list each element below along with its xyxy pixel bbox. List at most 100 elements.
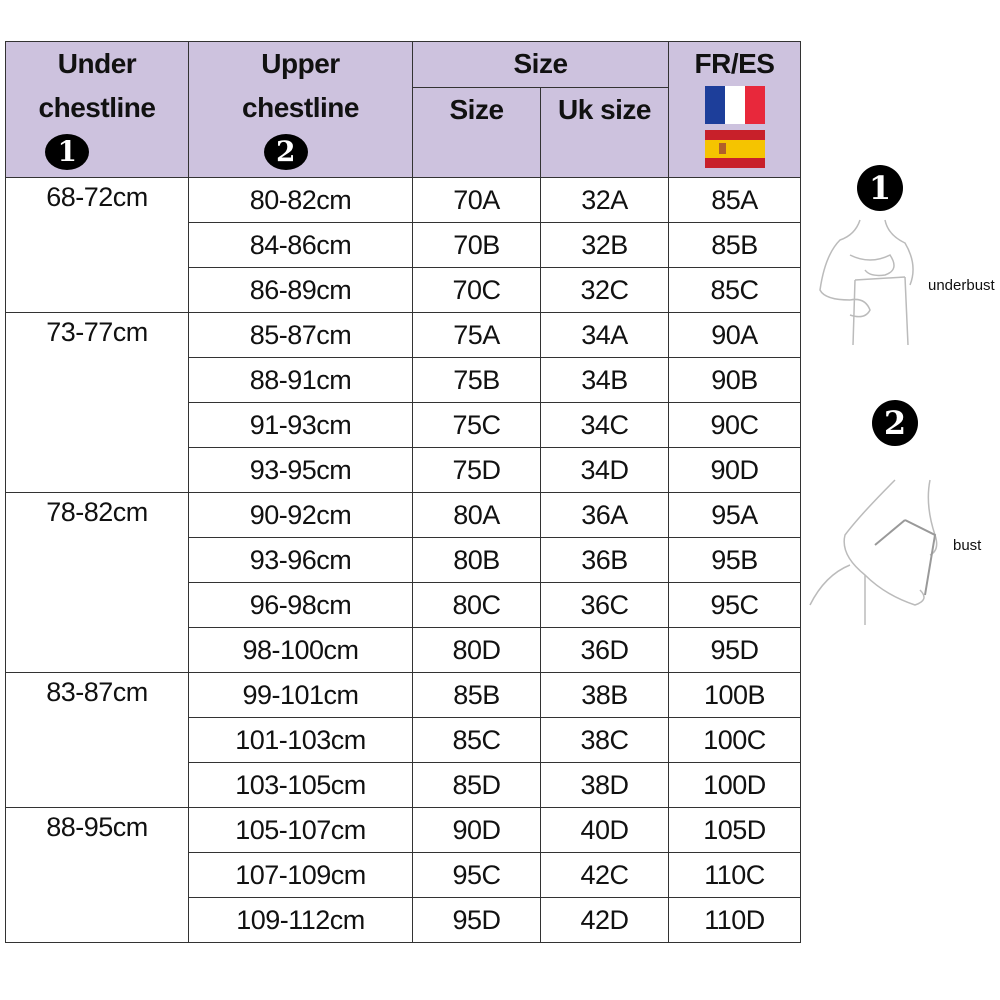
table-row: 93-96cm 80B 36B 95B	[6, 537, 801, 583]
fr-es-size-cell: 105D	[668, 807, 801, 853]
size-cell: 75A	[412, 312, 541, 358]
bust-label: bust	[953, 537, 982, 554]
fr-es-size-cell: 90D	[668, 447, 801, 493]
uk-size-cell: 42D	[540, 897, 669, 943]
size-cell: 85D	[412, 762, 541, 808]
upper-chestline-cell: 85-87cm	[188, 312, 413, 358]
table-row: 73-77cm 85-87cm 75A 34A 90A	[5, 312, 801, 493]
upper-chestline-cell: 91-93cm	[188, 402, 413, 448]
size-cell: 95D	[412, 897, 541, 943]
number-2-badge: 2	[263, 134, 308, 170]
upper-chestline-cell: 93-96cm	[188, 537, 413, 583]
uk-size-cell: 36A	[540, 492, 669, 538]
header-fr-es: FR/ES	[668, 41, 801, 178]
upper-chestline-cell: 93-95cm	[188, 447, 413, 493]
number-2-badge: 2	[872, 400, 918, 446]
upper-chestline-label: Upper chestline	[242, 48, 359, 123]
number-1-badge: 1	[45, 134, 89, 170]
bust-illustration	[809, 479, 938, 625]
number-1-badge: 1	[857, 165, 903, 211]
fr-es-size-cell: 95A	[668, 492, 801, 538]
header-under-chestline: Under chestline 1	[5, 41, 189, 178]
france-flag-icon	[704, 86, 765, 124]
uk-size-cell: 36D	[540, 627, 669, 673]
size-chart-table: Under chestline 1 Upper chestline 2 Size…	[5, 41, 801, 943]
fr-es-size-cell: 85C	[668, 267, 801, 313]
upper-chestline-cell: 101-103cm	[188, 717, 413, 763]
uk-size-cell: 36C	[540, 582, 669, 628]
upper-chestline-cell: 84-86cm	[188, 222, 413, 268]
header-size: Size	[412, 87, 541, 178]
uk-size-cell: 34B	[540, 357, 669, 403]
size-cell: 85C	[412, 717, 541, 763]
uk-size-cell: 32B	[540, 222, 669, 268]
upper-chestline-cell: 109-112cm	[188, 897, 413, 943]
table-row: 68-72cm 80-82cm 70A 32A 85A	[5, 177, 801, 313]
uk-size-cell: 32A	[540, 177, 669, 223]
fr-es-size-cell: 110C	[668, 852, 801, 898]
fr-es-size-cell: 100D	[668, 762, 801, 808]
underbust-label: underbust	[928, 277, 995, 294]
header-uk-size: Uk size	[540, 87, 669, 178]
fr-es-size-cell: 100B	[668, 672, 801, 718]
size-cell: 90D	[412, 807, 541, 853]
size-cell: 70A	[412, 177, 541, 223]
uk-size-cell: 38D	[540, 762, 669, 808]
uk-size-cell: 34D	[540, 447, 669, 493]
under-chestline-cell: 88-95cm	[5, 807, 189, 943]
upper-chestline-cell: 105-107cm	[188, 807, 413, 853]
uk-size-cell: 34A	[540, 312, 669, 358]
size-cell: 70B	[412, 222, 541, 268]
table-row: 98-100cm 80D 36D 95D	[6, 627, 801, 673]
upper-chestline-cell: 80-82cm	[188, 177, 413, 223]
size-cell: 80A	[412, 492, 541, 538]
fr-es-size-cell: 90A	[668, 312, 801, 358]
table-row: 96-98cm 80C 36C 95C	[6, 582, 801, 628]
spain-flag-icon	[704, 130, 765, 168]
upper-chestline-cell: 90-92cm	[188, 492, 413, 538]
fr-es-size-cell: 100C	[668, 717, 801, 763]
fr-es-size-cell: 95D	[668, 627, 801, 673]
under-chestline-cell: 68-72cm	[5, 177, 189, 313]
fr-es-size-cell: 95C	[668, 582, 801, 628]
fr-es-size-cell: 90B	[668, 357, 801, 403]
size-cell: 80D	[412, 627, 541, 673]
header-size-group: Size	[412, 41, 669, 88]
table-row: 86-89cm 70C 32C 85C	[6, 267, 801, 313]
size-cell: 75D	[412, 447, 541, 493]
upper-chestline-cell: 86-89cm	[188, 267, 413, 313]
uk-size-cell: 34C	[540, 402, 669, 448]
upper-chestline-cell: 99-101cm	[188, 672, 413, 718]
header-upper-chestline: Upper chestline 2	[188, 41, 413, 178]
under-chestline-label: Under chestline	[38, 48, 156, 123]
fr-es-size-cell: 85B	[668, 222, 801, 268]
fr-es-size-cell: 95B	[668, 537, 801, 583]
size-cell: 80B	[412, 537, 541, 583]
size-cell: 80C	[412, 582, 541, 628]
uk-size-cell: 42C	[540, 852, 669, 898]
fr-es-size-cell: 90C	[668, 402, 801, 448]
under-chestline-cell: 83-87cm	[5, 672, 189, 808]
upper-chestline-cell: 107-109cm	[188, 852, 413, 898]
fr-es-label: FR/ES	[694, 48, 775, 79]
uk-size-cell: 36B	[540, 537, 669, 583]
table-row: 83-87cm 99-101cm 85B 38B 100B	[5, 672, 801, 808]
underbust-guide: 1 underbust	[805, 165, 1000, 345]
size-cell: 70C	[412, 267, 541, 313]
table-row: 88-91cm 75B 34B 90B	[6, 357, 801, 403]
under-chestline-cell: 78-82cm	[5, 492, 189, 673]
size-cell: 75C	[412, 402, 541, 448]
size-cell: 95C	[412, 852, 541, 898]
underbust-illustration	[819, 219, 914, 345]
table-row: 93-95cm 75D 34D 90D	[6, 447, 801, 493]
fr-es-size-cell: 85A	[668, 177, 801, 223]
uk-size-cell: 32C	[540, 267, 669, 313]
size-cell: 75B	[412, 357, 541, 403]
upper-chestline-cell: 88-91cm	[188, 357, 413, 403]
table-row: 109-112cm 95D 42D 110D	[6, 897, 801, 943]
bust-guide: 2 bust	[805, 400, 1000, 630]
uk-size-cell: 38B	[540, 672, 669, 718]
uk-size-cell: 38C	[540, 717, 669, 763]
uk-size-cell: 40D	[540, 807, 669, 853]
upper-chestline-cell: 96-98cm	[188, 582, 413, 628]
